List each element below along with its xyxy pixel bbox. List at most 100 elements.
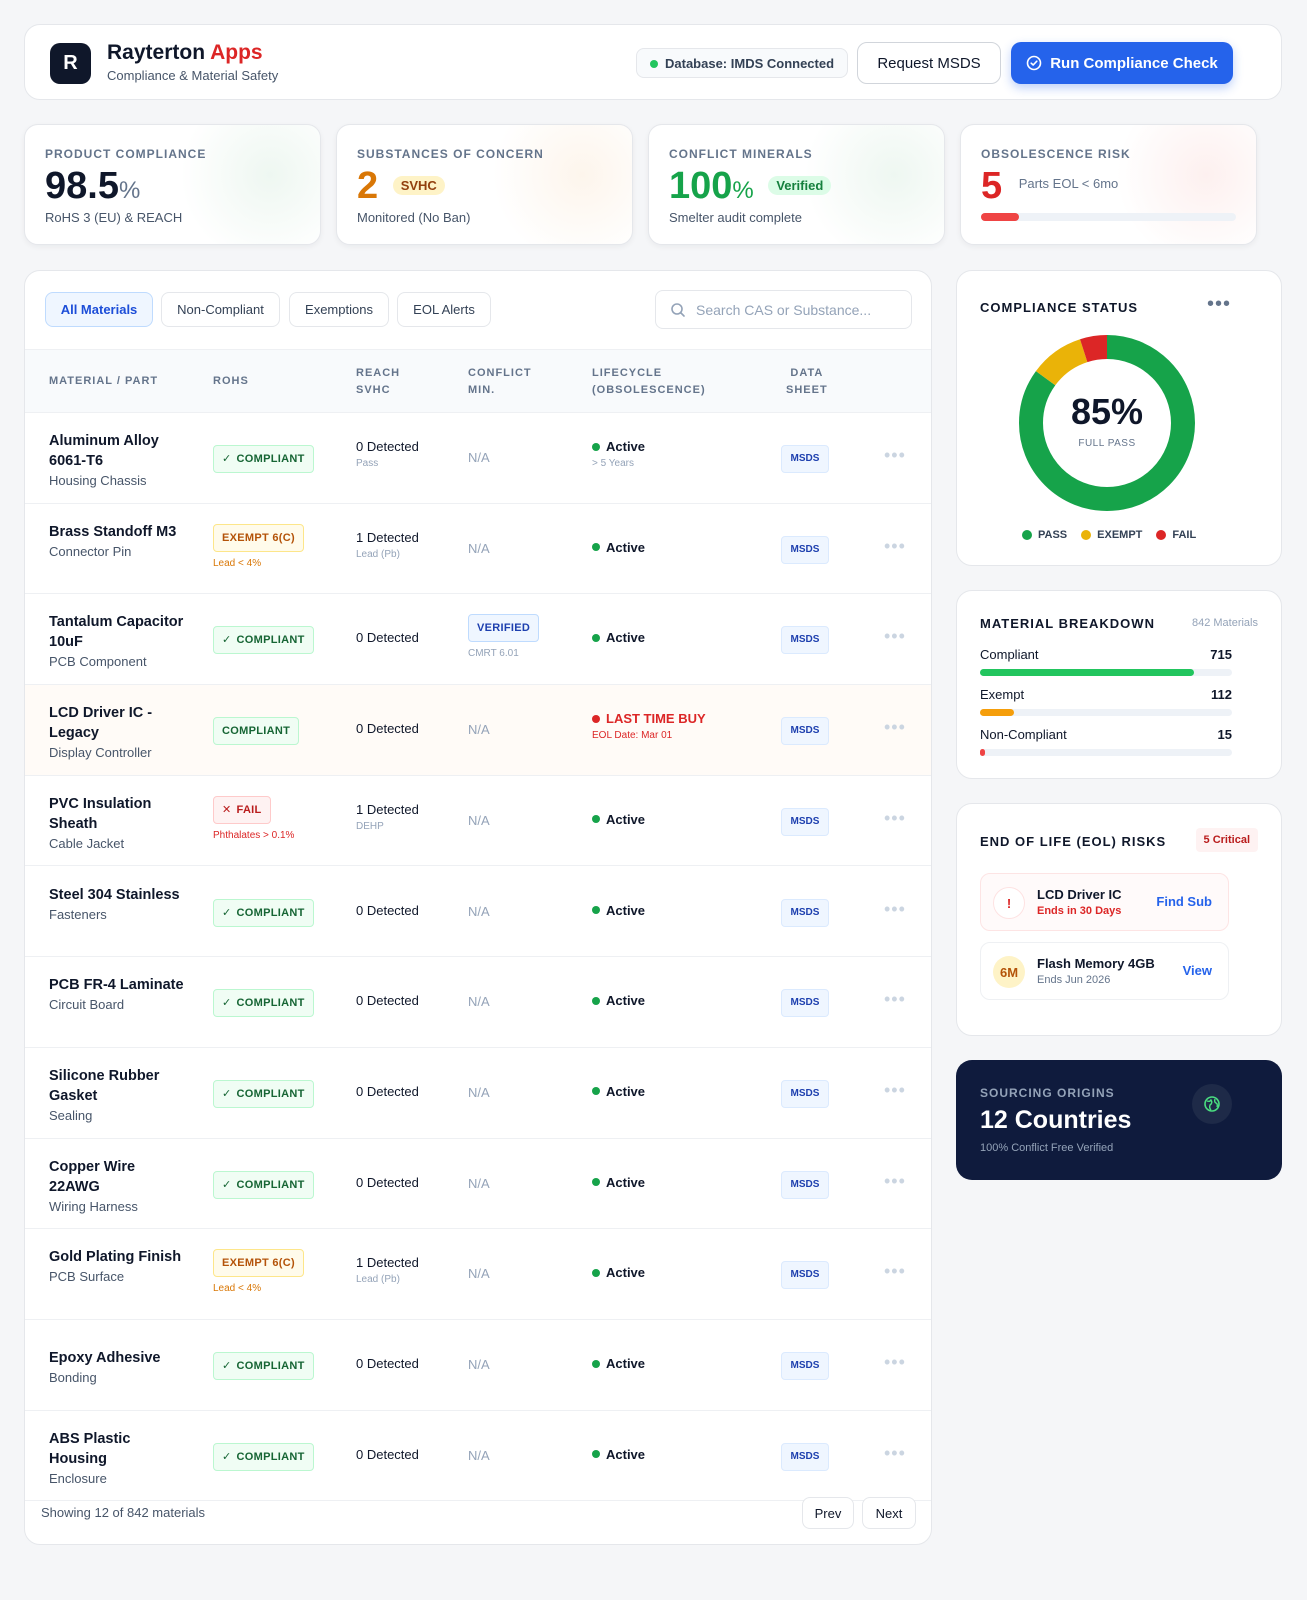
row-actions-icon[interactable]: ••• [884, 626, 906, 647]
material-category: Fasteners [49, 906, 107, 922]
table-row[interactable]: Steel 304 Stainless Fasteners ✓ COMPLIANT 0 … [25, 867, 931, 958]
reach-value: 0 Detected [356, 1174, 419, 1190]
material-cell: Epoxy Adhesive Bonding [49, 1348, 189, 1387]
row-actions-icon[interactable]: ••• [884, 807, 906, 828]
rohs-status-badge: ✕ FAIL [213, 795, 271, 824]
lifecycle-text: Active [606, 539, 646, 555]
lifecycle-text: Active [606, 1265, 646, 1281]
msds-button[interactable]: MSDS [781, 626, 829, 655]
lifecycle-cell: Active [592, 993, 645, 1008]
msds-button[interactable]: MSDS [781, 1261, 829, 1290]
material-category: Enclosure [49, 1470, 107, 1486]
view-link[interactable]: View [1182, 963, 1212, 978]
conflict-status: N/A [468, 722, 490, 738]
table-row[interactable]: PCB FR-4 Laminate Circuit Board ✓ COMPLIANT… [25, 957, 931, 1048]
tab-eol-alerts[interactable]: EOL Alerts [397, 292, 491, 327]
status-dot-icon [592, 815, 600, 824]
conflict-cell: N/A [468, 993, 490, 1011]
lifecycle-cell: Active [592, 1447, 645, 1462]
breakdown-bar-fill [980, 709, 1014, 716]
legend-dot-icon [1022, 530, 1032, 540]
table-row[interactable]: ABS Plastic Housing Enclosure ✓ COMPLIANT 0 … [25, 1411, 931, 1502]
find-sub-link[interactable]: Find Sub [1156, 894, 1212, 909]
table-row[interactable]: Epoxy Adhesive Bonding ✓ COMPLIANT 0 Detecte… [25, 1320, 931, 1411]
status-dot-icon [592, 1268, 600, 1277]
msds-button[interactable]: MSDS [781, 989, 829, 1018]
msds-button[interactable]: MSDS [781, 535, 829, 564]
status-dot-icon [592, 906, 600, 914]
tab-all-materials[interactable]: All Materials [45, 292, 153, 327]
material-name: Steel 304 Stainless [49, 886, 180, 903]
table-row[interactable]: Silicone Rubber Gasket Sealing ✓ COMPLIANT 0… [25, 1048, 931, 1139]
search-input[interactable] [696, 299, 901, 321]
table-row[interactable]: Tantalum Capacitor 10uF PCB Component ✓ COM… [25, 594, 931, 686]
tab-exemptions[interactable]: Exemptions [289, 292, 389, 327]
material-name: Brass Standoff M3 [49, 523, 177, 540]
msds-button[interactable]: MSDS [781, 1442, 829, 1471]
reach-value: 0 Detected [356, 902, 419, 918]
lifecycle-text: Active [606, 811, 646, 827]
msds-button[interactable]: MSDS [781, 898, 829, 927]
brand-accent: Apps [210, 41, 263, 64]
lifecycle-cell: Active [592, 540, 645, 555]
lifecycle-status: Active [592, 1447, 645, 1462]
table-row[interactable]: Gold Plating Finish PCB Surface EXEMPT 6(C… [25, 1229, 931, 1320]
prev-page-button[interactable]: Prev [802, 1497, 854, 1529]
row-actions-icon[interactable]: ••• [884, 898, 906, 919]
breakdown-label: Exempt [980, 687, 1025, 702]
row-actions-icon[interactable]: ••• [884, 1442, 906, 1463]
table-row[interactable]: Copper Wire 22AWG Wiring Harness ✓ COMPLIAN… [25, 1139, 931, 1230]
msds-button[interactable]: MSDS [781, 1352, 829, 1380]
lifecycle-cell: LAST TIME BUY EOL Date: Mar 01 [592, 711, 706, 741]
app-header: R Rayterton Apps Compliance & Material S… [24, 24, 1282, 100]
row-actions-icon[interactable]: ••• [884, 535, 906, 556]
msds-button[interactable]: MSDS [781, 807, 829, 836]
rohs-status-badge: COMPLIANT [213, 717, 300, 746]
run-compliance-check-button[interactable]: Run Compliance Check [1011, 42, 1233, 84]
eol-title: END OF LIFE (EOL) RISKS [980, 834, 1167, 849]
msds-button[interactable]: MSDS [781, 1170, 829, 1199]
material-cell: Silicone Rubber Gasket Sealing [49, 1066, 189, 1125]
breakdown-row: Exempt 112 [980, 687, 1232, 716]
database-status-badge: Database: IMDS Connected [636, 48, 849, 78]
rohs-status-text: COMPLIANT [236, 1450, 305, 1463]
row-actions-icon[interactable]: ••• [884, 717, 906, 738]
rohs-status-text: COMPLIANT [236, 997, 305, 1010]
tab-non-compliant[interactable]: Non-Compliant [161, 292, 280, 327]
pagination-summary: Showing 12 of 842 materials [41, 1505, 206, 1520]
next-page-button[interactable]: Next [862, 1497, 916, 1529]
row-actions-icon[interactable]: ••• [884, 1079, 906, 1100]
lifecycle-status: Active [592, 812, 645, 827]
row-actions-icon[interactable]: ••• [884, 445, 906, 465]
reach-cell: 0 Detected [356, 1084, 419, 1099]
table-row[interactable]: PVC Insulation Sheath Cable Jacket ✕ FAIL Ph… [25, 776, 931, 867]
conflict-cell: VERIFIED CMRT 6.01 [468, 614, 540, 659]
reach-value: 1 Detected [356, 801, 419, 817]
msds-button[interactable]: MSDS [781, 445, 829, 473]
more-options-icon[interactable]: ••• [1207, 293, 1232, 315]
kpi-obsolescence-risk: OBSOLESCENCE RISK 5 Parts EOL < 6mo [960, 124, 1257, 245]
rohs-cell: ✓ COMPLIANT [213, 1352, 314, 1380]
table-row[interactable]: Aluminum Alloy 6061-T6 Housing Chassis ✓ CO… [25, 413, 931, 504]
donut-center-value: 85% [1070, 391, 1144, 432]
table-row[interactable]: Brass Standoff M3 Connector Pin EXEMPT 6(C… [25, 504, 931, 595]
row-actions-icon[interactable]: ••• [884, 1261, 906, 1282]
eol-risks-card: END OF LIFE (EOL) RISKS 5 Critical ! LCD… [956, 803, 1282, 1036]
check-icon: ✓ [222, 1450, 232, 1463]
reach-cell: 0 Detected [356, 1447, 419, 1462]
msds-button[interactable]: MSDS [781, 1079, 829, 1108]
rohs-status-badge: ✓ COMPLIANT [213, 1170, 314, 1199]
reach-value: 0 Detected [356, 993, 419, 1009]
msds-button[interactable]: MSDS [781, 717, 829, 746]
verified-badge: Verified [768, 176, 832, 195]
lifecycle-status: Active [592, 439, 645, 454]
table-row[interactable]: LCD Driver IC - Legacy Display Controller… [25, 685, 931, 776]
eol-item-lcd-driver: ! LCD Driver IC Ends in 30 Days Find Sub [980, 873, 1229, 931]
request-msds-button[interactable]: Request MSDS [857, 42, 1001, 84]
column-header-conflict: CONFLICT MIN. [468, 365, 532, 399]
row-actions-icon[interactable]: ••• [884, 1352, 906, 1372]
row-actions-icon[interactable]: ••• [884, 1170, 906, 1191]
reach-note: Lead (Pb) [356, 548, 400, 560]
eol-item-name: LCD Driver IC [1037, 887, 1122, 902]
row-actions-icon[interactable]: ••• [884, 989, 906, 1010]
